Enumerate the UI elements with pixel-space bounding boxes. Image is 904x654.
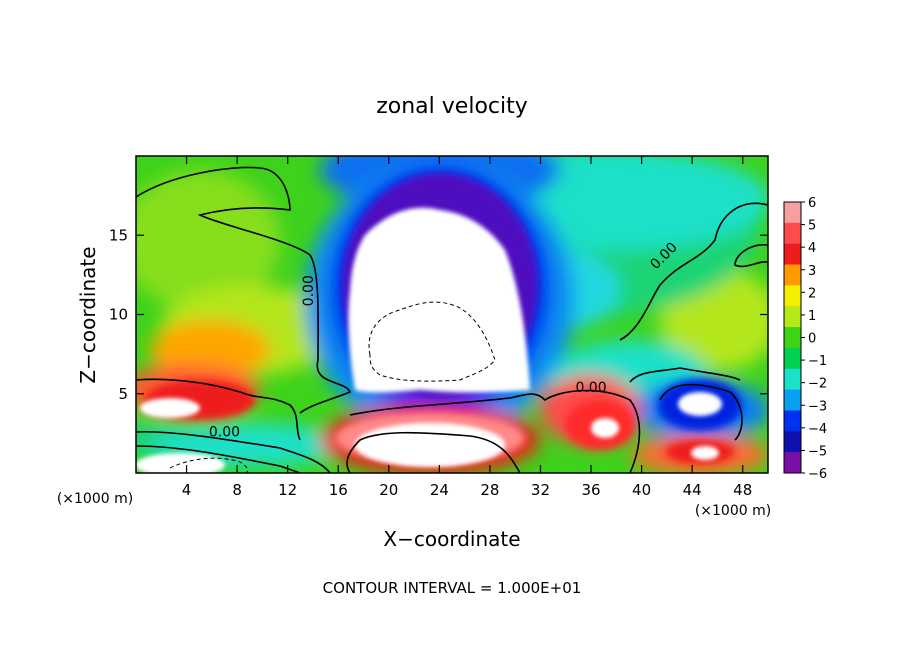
colorbar-swatch [784,389,801,411]
colorbar-tick-label: −6 [808,467,827,482]
x-tick-label: 48 [733,481,752,499]
x-axis: 4 8 12 16 20 24 28 32 36 40 44 48 [182,156,752,499]
colorbar-swatch [784,264,801,286]
colorbar-tick-label: −5 [808,444,827,459]
colorbar-tick-label: −4 [808,422,827,437]
x-tick-label: 12 [278,481,297,499]
colorbar-swatch [784,327,801,349]
x-axis-label: X−coordinate [383,527,520,551]
colorbar: 6 5 4 3 2 1 0 −1 −2 −3 −4 −5 −6 [783,196,827,482]
colorbar-swatch [784,243,801,266]
heatmap-field [136,156,768,473]
x-tick-label: 24 [430,481,449,499]
colorbar-tick-label: 4 [808,241,816,256]
colorbar-swatch [784,306,801,328]
x-unit-right: (×1000 m) [695,503,771,519]
x-tick-label: 16 [329,481,348,499]
colorbar-tick-label: 5 [808,219,816,234]
x-tick-label: 36 [581,481,600,499]
x-tick-label: 8 [232,481,242,499]
colorbar-swatch [784,431,801,453]
contour-label: 0.00 [209,425,240,441]
colorbar-swatch [784,452,801,474]
x-tick-label: 40 [632,481,651,499]
contour-interval-note: CONTOUR INTERVAL = 1.000E+01 [323,579,582,597]
x-tick-label: 32 [531,481,550,499]
y-tick-label: 10 [109,306,128,324]
x-unit-left: (×1000 m) [57,491,133,507]
colorbar-tick-label: −1 [808,354,827,369]
colorbar-swatch [784,347,801,370]
colorbar-tick-label: −3 [808,399,827,414]
contour-label: 0.00 [301,275,317,306]
colorbar-tick-label: −2 [808,377,827,392]
colorbar-swatch [784,368,801,391]
y-axis-label: Z−coordinate [76,246,100,383]
chart-title: zonal velocity [376,94,528,119]
colorbar-swatch [784,222,801,245]
colorbar-swatch [784,410,801,432]
x-tick-label: 44 [683,481,702,499]
contour-label: 0.00 [575,380,606,396]
colorbar-swatch [784,202,801,224]
y-tick-label: 15 [109,226,128,244]
colorbar-tick-label: 6 [808,196,816,211]
y-tick-label: 5 [118,385,128,403]
colorbar-swatch [784,285,801,307]
colorbar-tick-label: 0 [808,332,816,347]
colorbar-tick-label: 3 [808,264,816,279]
colorbar-tick-label: 1 [808,309,816,324]
x-tick-label: 28 [480,481,499,499]
x-tick-label: 20 [379,481,398,499]
colorbar-tick-label: 2 [808,286,816,301]
y-axis: 5 10 15 [109,226,768,403]
x-tick-label: 4 [182,481,192,499]
